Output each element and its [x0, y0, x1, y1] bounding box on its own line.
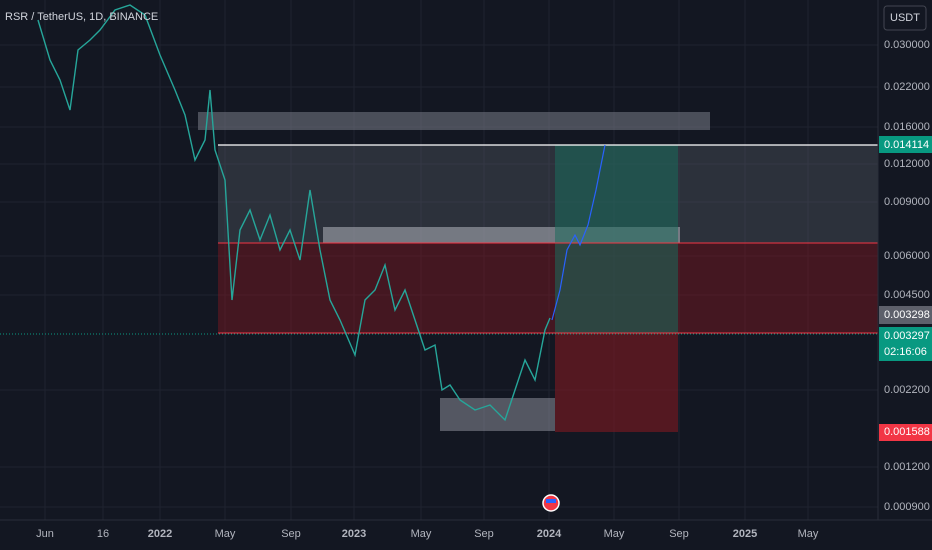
time-label: 2022	[148, 528, 172, 540]
price-label: 0.009000	[884, 196, 930, 208]
price-label: 0.004500	[884, 289, 930, 301]
badge-bg	[879, 136, 932, 153]
price-label: 0.006000	[884, 250, 930, 262]
symbol-title: RSR / TetherUS, 1D, BINANCE	[5, 11, 158, 23]
price-label: 0.016000	[884, 121, 930, 133]
entry-price: 0.003298	[884, 309, 930, 321]
support-zone	[440, 398, 555, 431]
time-label: May	[215, 528, 236, 540]
time-label: 2023	[342, 528, 366, 540]
price-label: 0.002200	[884, 384, 930, 396]
price-label: 0.012000	[884, 158, 930, 170]
time-label: 16	[97, 528, 109, 540]
target-box	[555, 145, 678, 333]
time-label: Sep	[669, 528, 689, 540]
currency[interactable]: USDT	[890, 12, 920, 24]
projection-path	[551, 144, 606, 321]
currency-button[interactable]	[883, 5, 927, 31]
price-label: 0.000900	[884, 501, 930, 513]
badge-bg	[879, 327, 932, 361]
time-label: May	[798, 528, 819, 540]
time-label: Sep	[281, 528, 301, 540]
risk-area	[218, 243, 878, 333]
profit-area	[218, 145, 878, 243]
time-label: May	[411, 528, 432, 540]
time-label: Jun	[36, 528, 54, 540]
time-label: 2024	[537, 528, 562, 540]
price-series	[37, 4, 551, 422]
take-profit-price: 0.014114	[884, 139, 929, 151]
countdown: 02:16:06	[884, 346, 927, 358]
time-label: May	[604, 528, 625, 540]
badge-bg	[879, 424, 932, 441]
stop-loss-price: 0.001588	[884, 426, 930, 438]
price-label: 0.030000	[884, 39, 930, 51]
grid	[0, 0, 878, 520]
time-label: 2025	[733, 528, 757, 540]
resistance-zone	[198, 112, 710, 130]
event-flag-icon	[546, 499, 556, 503]
price-label: 0.001200	[884, 461, 930, 473]
price-badges: 0.014114 0.003298 0.003297 02:16:06 0.00…	[879, 136, 932, 441]
time-label: Sep	[474, 528, 494, 540]
stop-box	[555, 333, 678, 432]
badge-bg	[879, 306, 932, 324]
price-label: 0.022000	[884, 81, 930, 93]
last-price: 0.003297	[884, 330, 930, 342]
